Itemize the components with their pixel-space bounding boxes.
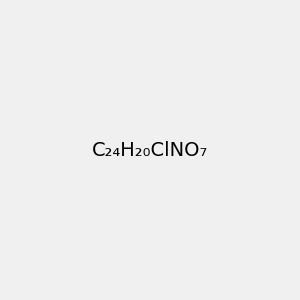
Text: C₂₄H₂₀ClNO₇: C₂₄H₂₀ClNO₇ bbox=[92, 140, 208, 160]
